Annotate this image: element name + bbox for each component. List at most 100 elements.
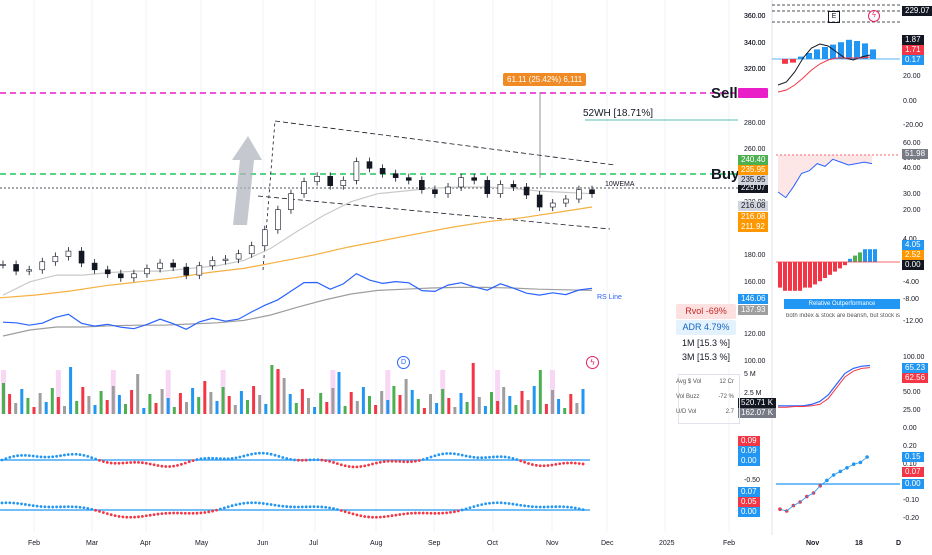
volume-bar <box>544 404 548 414</box>
osc1-dot <box>129 461 133 464</box>
tag-osc2-zero: 0.00 <box>738 507 760 517</box>
tag-rs-line: 146.06 <box>738 294 769 304</box>
osc1-dot <box>534 463 538 467</box>
osc1-dot <box>137 460 140 464</box>
osc2-dot <box>109 513 113 517</box>
osc2-dot <box>219 507 222 511</box>
rs-ma-line <box>2 286 593 337</box>
right-top-bar <box>790 59 796 63</box>
osc1-dot <box>449 452 452 455</box>
osc1-dot <box>8 455 12 459</box>
right-rs-area <box>778 155 872 198</box>
osc2-dot <box>499 501 503 505</box>
candle-body <box>157 262 163 269</box>
right-x-label: 18 <box>855 540 863 547</box>
osc1-dot <box>304 458 308 462</box>
candle-body <box>353 161 360 181</box>
e-marker[interactable]: E <box>828 11 840 23</box>
osc2-dot <box>371 515 374 519</box>
volume-bar <box>453 407 457 414</box>
osc1-dot <box>109 461 113 465</box>
lightning-marker[interactable]: ϟ <box>586 356 599 369</box>
osc2-dot <box>336 508 339 511</box>
volume-bar <box>294 403 298 414</box>
x-tick-label: Sep <box>428 540 441 547</box>
outperf-bar <box>873 249 877 262</box>
osc2-dot <box>269 503 273 506</box>
tag-buy-level: 240.40 <box>738 155 769 165</box>
osc2-dot <box>488 501 491 505</box>
osc1-dot <box>230 457 234 460</box>
osc1-dot <box>47 455 51 459</box>
right-rs-axis-label: 20.00 <box>903 207 921 214</box>
osc2-dot <box>285 505 289 508</box>
osc1-dot <box>554 462 558 466</box>
tag-gray-1: 235.95 <box>738 175 769 185</box>
osc2-dot <box>425 511 429 515</box>
vol-label-2-5m: 2.5 M <box>744 390 762 397</box>
osc2-dot <box>191 511 195 515</box>
volume-bar <box>69 367 73 414</box>
volume-bar <box>307 398 310 414</box>
osc1-dot <box>421 458 425 461</box>
candle-body <box>497 184 504 194</box>
price-axis-label: 180.00 <box>744 252 766 259</box>
osc1-dot <box>70 452 74 456</box>
wh52-label: 52WH [18.71%] <box>583 108 654 119</box>
right-top-bar <box>846 39 852 59</box>
osc1-dot <box>495 455 499 459</box>
adr-badge: ADR 4.79% <box>676 320 736 335</box>
outperf-bar <box>848 258 852 262</box>
volume-highlight <box>55 370 61 414</box>
osc1-dot <box>398 460 402 463</box>
price-axis-label: 160.00 <box>744 279 766 286</box>
osc2-dot <box>363 515 367 518</box>
outperf-bar <box>813 262 817 285</box>
candle-body <box>458 177 464 188</box>
osc2-dot <box>121 515 125 519</box>
osc1-dot <box>258 451 261 455</box>
osc2-dot <box>382 515 386 519</box>
osc2-dot <box>160 512 164 516</box>
osc1-dot <box>417 459 421 462</box>
osc1-dot <box>297 458 300 462</box>
osc1-dot <box>265 452 269 455</box>
right-top-bar <box>822 47 828 59</box>
volume-bar <box>75 401 79 414</box>
osc1-dot <box>308 458 312 462</box>
right-top-bar <box>870 49 876 59</box>
osc1-dot <box>156 464 160 467</box>
right-rs-axis-label: 30.00 <box>903 191 921 198</box>
candle-body <box>301 181 307 194</box>
osc2-dot <box>273 503 277 507</box>
osc2-dot <box>180 511 183 515</box>
x-tick-label: Jul <box>309 540 318 547</box>
osc1-dot <box>371 462 374 466</box>
rs-line-label: RS Line <box>597 294 622 301</box>
vol-buzz-row: Vol Buzz -72 % <box>676 394 734 400</box>
osc2-dot <box>570 505 573 509</box>
volume-bar <box>111 386 115 414</box>
volume-bar <box>447 398 451 414</box>
osc2-dot <box>304 505 308 509</box>
ud-vol-row: U/D Vol 2.7 <box>676 409 734 415</box>
candle-body <box>432 189 438 194</box>
lightning-marker-right[interactable]: ϟ <box>868 10 880 22</box>
osc1-dot <box>406 460 409 464</box>
outperf-caption: both index & stock are bearish, but stoc… <box>786 313 902 319</box>
osc1-dot <box>273 453 277 457</box>
osc2-dot <box>207 510 211 514</box>
osc1-dot <box>133 460 137 464</box>
x-tick-label: May <box>195 540 209 547</box>
osc2-dot <box>59 505 62 509</box>
price-axis-label-top: 340.00 <box>744 40 766 47</box>
osc2-dot <box>265 502 269 506</box>
volume-bar <box>221 387 225 414</box>
outperf-bar <box>858 252 862 262</box>
osc2-dot <box>133 515 137 519</box>
x-tick-label: Jun <box>257 540 268 547</box>
op-tag-3: 0.00 <box>902 260 924 270</box>
d-marker[interactable]: D <box>397 356 410 369</box>
volume-bar <box>282 378 286 414</box>
